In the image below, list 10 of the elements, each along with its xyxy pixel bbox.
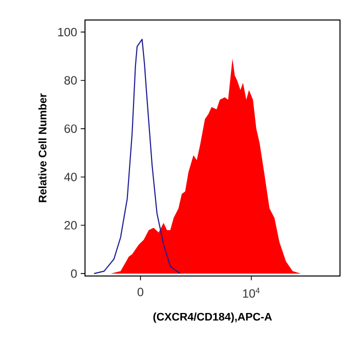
x-tick-label: 10$^{4}$ — [243, 288, 260, 298]
y-tick-label: 40 — [64, 172, 77, 182]
y-tick-label: 80 — [64, 76, 77, 85]
y-tick-label: 20 — [64, 221, 77, 230]
y-tick-label: 0 — [71, 269, 77, 278]
y-tick-label: 60 — [64, 124, 77, 133]
line-series — [94, 38, 181, 274]
x-axis-title: (CXCR4/CD184),APC-A — [153, 312, 272, 323]
y-tick-label: 100 — [58, 28, 77, 36]
y-axis-title: Relative Cell Number — [38, 93, 46, 202]
